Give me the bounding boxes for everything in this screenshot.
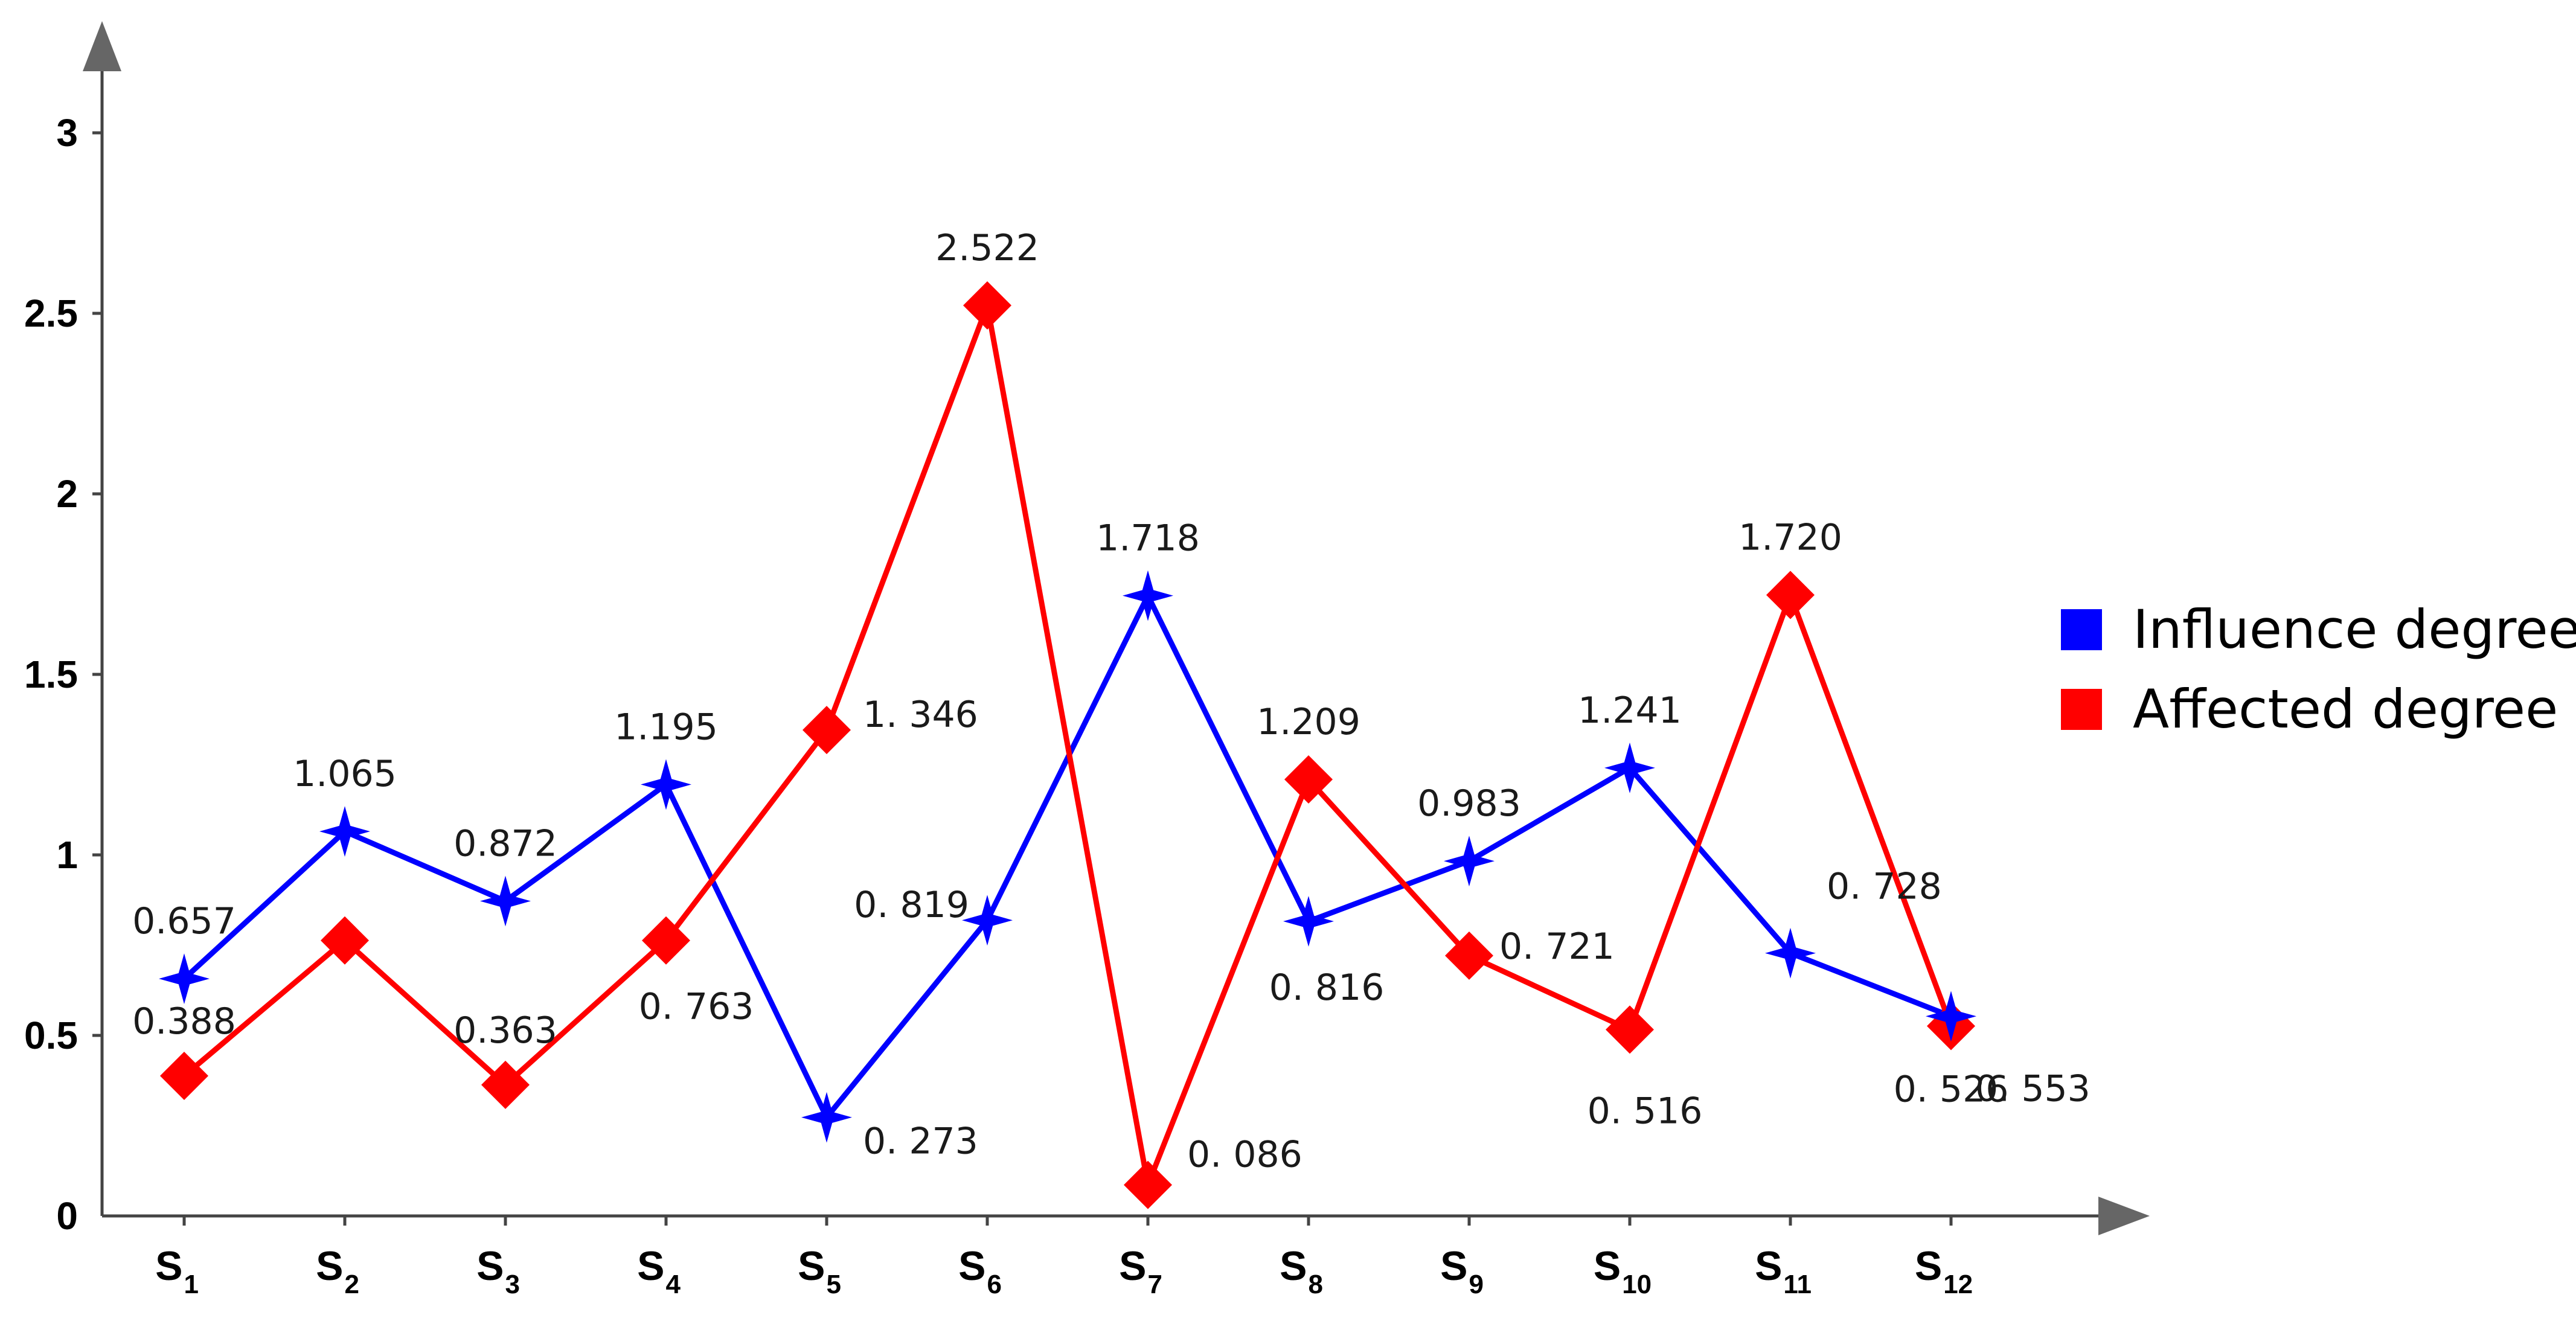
affected-degree-data-label: 0.388 [132, 1000, 236, 1043]
affected-degree-data-label: 0. 516 [1588, 1090, 1703, 1132]
influence-degree-data-label: 0. 728 [1827, 866, 1942, 908]
affected-degree-data-label: 2.522 [935, 227, 1039, 269]
affected-degree-point [1766, 571, 1815, 619]
x-tick-label-subscript: 2 [344, 1270, 359, 1299]
influence-degree-point [1444, 836, 1495, 887]
influence-degree-point [1604, 742, 1655, 793]
influence-degree-point [319, 806, 370, 857]
x-tick-label: S8 [1280, 1243, 1323, 1299]
y-tick-label: 0 [56, 1194, 78, 1238]
x-tick-label-subscript: 7 [1147, 1270, 1162, 1299]
affected-degree-data-label: 1. 346 [863, 694, 978, 736]
y-tick-label: 2.5 [24, 292, 78, 335]
series-lines [182, 302, 1954, 1188]
influence-degree-point [1283, 896, 1334, 947]
affected-degree-line [182, 302, 1954, 1188]
influence-degree-data-label: 0.983 [1417, 782, 1521, 825]
influence-degree-point [641, 759, 691, 810]
axes [83, 21, 2150, 1235]
influence-degree-point [159, 953, 210, 1005]
x-tick-label: S2 [316, 1243, 359, 1299]
affected-degree-data-label: 1.720 [1738, 516, 1842, 558]
influence-degree-point [962, 895, 1013, 946]
x-tick-label: S3 [476, 1243, 520, 1299]
x-tick-label-subscript: 3 [505, 1270, 519, 1299]
influence-degree-line [182, 593, 1952, 1121]
influence-degree-data-label: 1.065 [293, 753, 397, 795]
x-tick-label: S12 [1915, 1243, 1973, 1299]
affected-degree-data-label: 0.363 [453, 1009, 557, 1052]
influence-degree-point [801, 1092, 852, 1143]
y-axis-ticks: 0 0.5 1 1.5 2 2.5 3 [24, 111, 102, 1238]
affected-degree-point [1445, 931, 1493, 980]
data-labels: 0.657 1.065 0.872 1.195 0. 273 0. 819 1.718 0. … [132, 227, 2091, 1176]
x-tick-label-subscript: 10 [1622, 1270, 1652, 1299]
x-tick-label-subscript: 6 [987, 1270, 1001, 1299]
legend-swatch-influence [2061, 609, 2102, 650]
affected-degree-point [803, 706, 851, 755]
affected-degree-point [1606, 1005, 1654, 1054]
affected-degree-point [481, 1060, 530, 1109]
affected-degree-data-label: 0. 721 [1499, 926, 1615, 968]
influence-degree-data-label: 1.195 [614, 706, 718, 748]
x-tick-label: S7 [1119, 1243, 1162, 1299]
affected-degree-point [642, 916, 690, 965]
influence-degree-data-label: 0. 553 [1975, 1067, 2091, 1110]
y-tick-label: 1 [56, 833, 78, 877]
influence-degree-point [1926, 991, 1976, 1042]
x-axis-arrow [2098, 1197, 2150, 1235]
legend: Influence degree Affected degree [2061, 598, 2576, 740]
affected-degree-point [1124, 1160, 1172, 1209]
x-tick-label-subscript: 4 [665, 1270, 681, 1299]
x-tick-label: S6 [958, 1243, 1002, 1299]
x-tick-label-subscript: 1 [184, 1270, 198, 1299]
affected-degree-data-label: 0. 763 [639, 986, 754, 1028]
x-tick-label-subscript: 12 [1943, 1270, 1973, 1299]
legend-label-influence: Influence degree [2133, 598, 2576, 660]
x-tick-label: S11 [1755, 1243, 1812, 1299]
x-tick-label: S5 [798, 1243, 841, 1299]
affected-degree-data-label: 0. 526 [1894, 1068, 2009, 1110]
influence-degree-data-label: 1.241 [1578, 689, 1682, 732]
influence-degree-data-label: 0. 816 [1269, 967, 1385, 1009]
influence-degree-data-label: 0.657 [132, 900, 236, 942]
influence-degree-data-label: 1.718 [1096, 517, 1200, 560]
influence-degree-data-label: 0. 273 [863, 1121, 978, 1163]
x-tick-label-subscript: 5 [826, 1270, 841, 1299]
x-tick-label-subscript: 8 [1308, 1270, 1322, 1299]
x-tick-label: S1 [155, 1243, 199, 1299]
affected-degree-data-label: 0. 086 [1187, 1134, 1302, 1176]
x-tick-label: S4 [637, 1243, 681, 1299]
influence-degree-point [1123, 570, 1173, 621]
affected-degree-point [1284, 755, 1333, 804]
influence-degree-data-label: 0.872 [453, 823, 557, 865]
x-tick-label-subscript: 9 [1469, 1270, 1483, 1299]
y-tick-label: 3 [56, 111, 78, 155]
x-tick-label-subscript: 11 [1783, 1270, 1812, 1299]
y-axis-arrow [83, 21, 121, 71]
legend-swatch-affected [2061, 689, 2102, 730]
affected-degree-point [160, 1051, 208, 1100]
legend-label-affected: Affected degree [2133, 678, 2558, 740]
influence-degree-point [480, 875, 531, 927]
affected-degree-point [321, 916, 369, 965]
influence-degree-point [1765, 927, 1816, 979]
x-tick-label: S9 [1440, 1243, 1484, 1299]
series-markers [159, 281, 1976, 1209]
affected-degree-point [963, 281, 1011, 330]
affected-degree-data-label: 1.209 [1257, 701, 1360, 743]
x-axis-ticks: S1 S2 S3 S4 S5 S6 S7 S8 S9 S10 S11 S12 [155, 1216, 1973, 1299]
y-tick-label: 2 [56, 472, 78, 516]
x-tick-label: S10 [1594, 1243, 1652, 1299]
y-tick-label: 0.5 [24, 1014, 78, 1057]
influence-degree-data-label: 0. 819 [854, 884, 969, 926]
y-tick-label: 1.5 [24, 653, 78, 696]
